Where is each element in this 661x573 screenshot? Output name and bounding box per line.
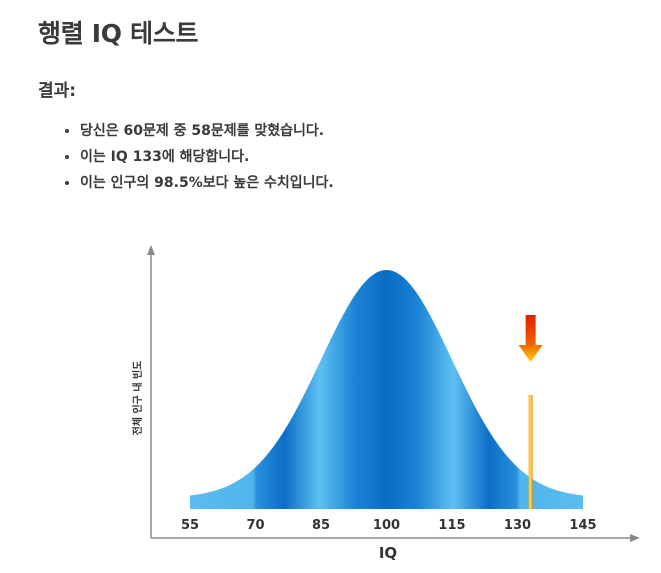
result-item-score: 당신은 60문제 중 58문제를 맞혔습니다. <box>80 118 334 144</box>
score-marker-arrow <box>518 315 543 362</box>
distribution-curve <box>190 270 583 509</box>
y-axis-label: 전체 인구 내 빈도 <box>131 361 144 436</box>
x-axis-label: IQ <box>379 544 397 562</box>
x-tick-label: 115 <box>438 518 465 533</box>
x-tick-label: 145 <box>569 518 596 533</box>
result-list: 당신은 60문제 중 58문제를 맞혔습니다. 이는 IQ 133에 해당합니다… <box>60 118 334 196</box>
y-axis-arrowhead <box>147 245 155 255</box>
score-marker-bar <box>528 395 533 509</box>
x-axis-arrowhead <box>630 534 640 542</box>
page-title: 행렬 IQ 테스트 <box>38 19 199 48</box>
x-tick-label: 70 <box>246 518 264 533</box>
result-item-iq: 이는 IQ 133에 해당합니다. <box>80 144 334 170</box>
result-heading: 결과: <box>38 81 77 101</box>
x-tick-label: 55 <box>181 518 199 533</box>
x-tick-label: 85 <box>312 518 330 533</box>
x-tick-label: 130 <box>504 518 531 533</box>
result-item-percentile: 이는 인구의 98.5%보다 높은 수치입니다. <box>80 170 334 196</box>
x-tick-label: 100 <box>373 518 400 533</box>
